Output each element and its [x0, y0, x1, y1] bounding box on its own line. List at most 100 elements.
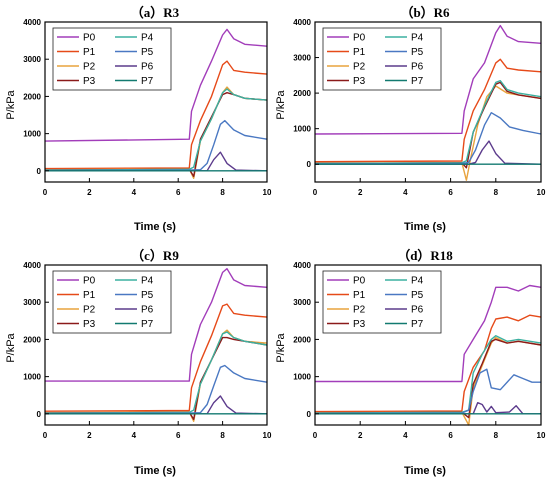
panel-b-ytick-label: 1000	[293, 125, 311, 134]
panel-c-legend-label-p3: P3	[83, 319, 96, 330]
panel-d-xtick-label: 8	[494, 431, 499, 440]
panel-a-series-p2-line	[44, 86, 268, 180]
panel-a-legend-label-p0: P0	[83, 33, 96, 44]
panel-b-series-p5-line	[314, 111, 542, 165]
panel-b: （b）R6 P/kPa Time (s) 0 2 4 6 8 10 0 1000 2000 300…	[275, 5, 546, 233]
panel-c-legend-label-p1: P1	[83, 290, 96, 301]
panel-a-legend-label-p3: P3	[83, 76, 96, 87]
panel-b-series-p3-line	[314, 81, 542, 169]
panel-d-series-p0-line	[315, 284, 542, 383]
panel-b-legend-label-p2: P2	[353, 62, 366, 73]
panel-b-legend-label-p5: P5	[411, 47, 424, 58]
panel-a-xtick-label: 0	[43, 188, 48, 197]
panel-a-series-p0-line	[44, 28, 268, 142]
panel-c-legend-label-p6: P6	[141, 305, 154, 316]
panel-a-ytick-label: 0	[37, 167, 42, 176]
panel-b-legend-label-p0: P0	[353, 33, 366, 44]
panel-b-legend-label-p7: P7	[411, 76, 424, 87]
panel-a-ytick-label: 1000	[23, 130, 41, 139]
panel-c-xtick-label: 4	[132, 431, 137, 440]
panel-c-frame	[44, 264, 268, 426]
panel-b-legend-label-p3: P3	[353, 76, 366, 87]
panel-d-ytick-label: 0	[307, 410, 312, 419]
panel-b-ytick-label: 3000	[293, 54, 311, 63]
panel-c-series-p2-line	[44, 329, 268, 422]
panel-c-series-p5-line	[44, 364, 268, 415]
panel-d-legend: P0 P1 P2 P3 P4 P5 P6 P7	[322, 270, 442, 334]
panel-d-legend-label-p1: P1	[353, 290, 366, 301]
panel-d-ylabel: P/kPa	[275, 332, 287, 362]
panel-a-ytick-label: 2000	[23, 92, 41, 101]
panel-b-ytick-label: 4000	[293, 18, 311, 27]
panel-d-xtick-label: 0	[313, 431, 318, 440]
panel-a-legend: P0 P1 P2 P3 P4 P5 P6 P7	[52, 27, 172, 91]
panel-a-legend-label-p5: P5	[141, 47, 154, 58]
panel-a-legend-label-p7: P7	[141, 76, 154, 87]
panel-a-title: （a）R3	[131, 5, 180, 20]
panel-d-xtick-label: 4	[403, 431, 408, 440]
panel-c-legend-box	[52, 270, 172, 334]
panel-c-legend: P0 P1 P2 P3 P4 P5 P6 P7	[52, 270, 172, 334]
panel-a-frame	[44, 21, 268, 183]
panel-a-ylabel: P/kPa	[5, 89, 17, 119]
panel-d-legend-label-p3: P3	[353, 319, 366, 330]
panel-b-series-p1-line	[314, 58, 542, 163]
panel-c-series-p1-line	[44, 303, 268, 412]
panel-a-series-p1-line	[44, 60, 268, 170]
panel-d-xtick-label: 10	[537, 431, 546, 440]
panel-b-title: （b）R6	[400, 5, 450, 20]
panel-a-legend-label-p1: P1	[83, 47, 96, 58]
panel-d-ytick-label: 4000	[293, 261, 311, 270]
panel-b-xtick-label: 6	[448, 188, 453, 197]
panel-d-series-p5-line	[314, 368, 541, 415]
panel-b-frame	[314, 21, 542, 183]
panel-c-xtick-label: 2	[87, 431, 92, 440]
panel-a-xtick-label: 4	[132, 188, 137, 197]
panel-b-ylabel: P/kPa	[275, 89, 287, 119]
panel-b-legend-label-p4: P4	[411, 33, 424, 44]
panel-d-legend-label-p0: P0	[353, 276, 366, 287]
panel-a-legend-label-p4: P4	[141, 33, 154, 44]
panel-d-ytick-label: 1000	[293, 373, 311, 382]
panel-c-series-p4-line	[44, 331, 268, 414]
panel-c-xtick-label: 6	[176, 431, 181, 440]
panel-c-ytick-label: 4000	[23, 261, 41, 270]
panel-c-ytick-label: 3000	[23, 298, 41, 307]
panel-d-legend-box	[322, 270, 442, 334]
panel-d-series-p3-line	[314, 338, 542, 419]
panel-a-xtick-label: 10	[263, 188, 272, 197]
panel-c-legend-label-p5: P5	[141, 290, 154, 301]
panel-c-xtick-label: 10	[263, 431, 272, 440]
panel-d-ytick-label: 3000	[293, 298, 311, 307]
panel-d-ytick-label: 2000	[293, 335, 311, 344]
panel-c-legend-label-p4: P4	[141, 276, 154, 287]
panel-b-xlabel: Time (s)	[404, 221, 446, 233]
panel-c-legend-label-p2: P2	[83, 305, 96, 316]
panel-c-title: （c）R9	[131, 248, 179, 263]
panel-d-legend-label-p4: P4	[411, 276, 424, 287]
panel-b-xtick-label: 10	[537, 188, 546, 197]
panel-b-legend-box	[322, 27, 442, 91]
panel-a-xlabel: Time (s)	[134, 221, 176, 233]
panel-d-legend-label-p5: P5	[411, 290, 424, 301]
panel-b-xtick-label: 4	[403, 188, 408, 197]
panel-a-ytick-label: 4000	[23, 18, 41, 27]
panel-a-series-p5-line	[44, 119, 268, 172]
panel-a-xtick-label: 8	[220, 188, 225, 197]
panel-b-series-p4-line	[314, 79, 542, 165]
panel-d-frame	[314, 264, 542, 426]
panel-d: （d）R18 P/kPa Time (s) 0 2 4 6 8 10 0 1000 2000 30…	[275, 248, 546, 477]
panel-c-series-p3-line	[44, 336, 268, 421]
panel-c-xtick-label: 8	[220, 431, 225, 440]
panel-d-legend-label-p7: P7	[411, 319, 424, 330]
panel-d-series-p1-line	[314, 314, 542, 413]
panel-b-xtick-label: 0	[313, 188, 318, 197]
panel-a-legend-label-p6: P6	[141, 62, 154, 73]
panel-b-ytick-label: 2000	[293, 89, 311, 98]
panel-b-legend-label-p1: P1	[353, 47, 366, 58]
panel-d-xtick-label: 2	[358, 431, 363, 440]
panel-b-legend: P0 P1 P2 P3 P4 P5 P6 P7	[322, 27, 442, 91]
panel-b-series-p0-line	[314, 24, 542, 135]
panel-b-xtick-label: 2	[358, 188, 363, 197]
